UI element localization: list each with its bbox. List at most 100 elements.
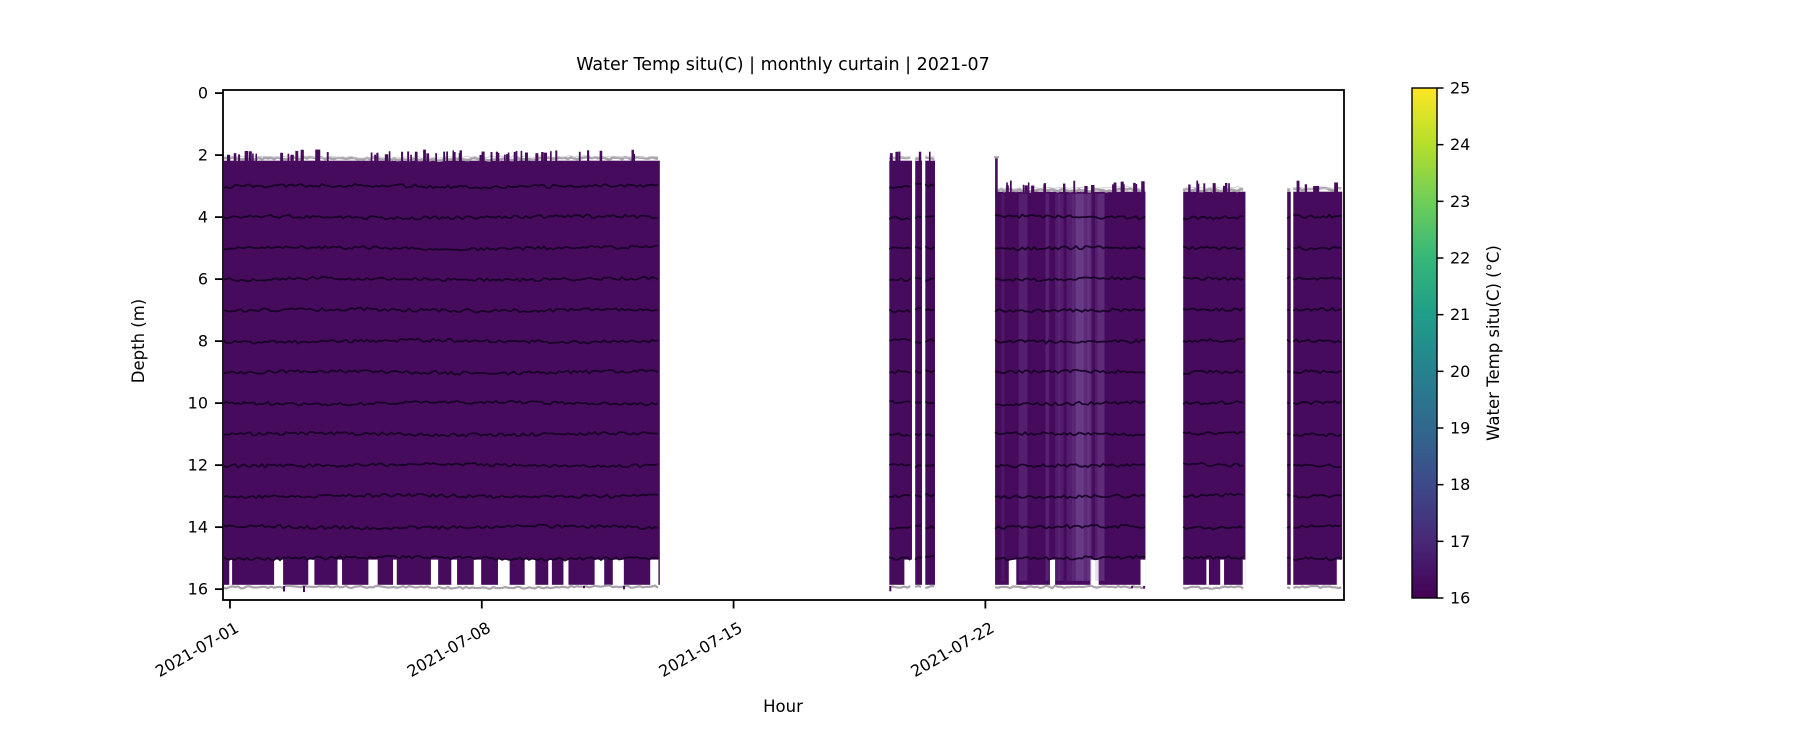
fringe-gap	[1242, 559, 1246, 586]
top-noise-spike	[1304, 184, 1308, 194]
sensor-trace-15m	[889, 556, 911, 561]
bottom-edge-trace	[1292, 584, 1342, 590]
sensor-trace-5m	[915, 246, 922, 251]
bottom-noise-tick	[889, 586, 892, 592]
bottom-noise-tick	[283, 586, 285, 592]
sensor-trace-6m	[915, 276, 922, 280]
top-noise-spike	[541, 152, 544, 163]
sensor-trace-11m	[914, 433, 922, 437]
colorbar	[1411, 87, 1438, 599]
sensor-trace-13m	[915, 494, 922, 499]
sensor-trace-11m	[925, 433, 935, 437]
sensor-trace-5m	[224, 244, 658, 252]
sensor-trace-13m	[1182, 492, 1244, 499]
top-noise-spike	[1084, 185, 1088, 194]
sensor-trace-10m	[224, 399, 659, 407]
y-axis-label: Depth (m)	[129, 299, 148, 383]
sensor-trace-15m	[224, 554, 659, 562]
bottom-edge-trace	[224, 584, 659, 590]
sensor-trace-8m	[924, 338, 935, 343]
top-edge-trace-light	[1287, 187, 1291, 190]
fringe-gap	[563, 559, 569, 586]
fringe-gap	[1336, 559, 1343, 586]
top-noise-spike	[374, 154, 377, 163]
top-noise-spike	[1188, 184, 1191, 194]
top-noise-spike	[426, 153, 430, 163]
top-noise-spike	[525, 152, 528, 163]
striation-band	[1097, 193, 1106, 581]
fringe-gap	[229, 559, 233, 586]
fringe-gap	[1220, 559, 1225, 586]
sensor-trace-13m	[224, 492, 659, 500]
top-noise-spike	[1203, 183, 1206, 194]
top-noise-spike	[504, 154, 506, 163]
y-tick-label: 2	[198, 146, 208, 165]
top-noise-spike	[550, 151, 552, 163]
sensor-trace-9m	[1293, 368, 1342, 375]
sensor-trace-6m	[1286, 275, 1291, 280]
fringe-gap	[393, 559, 397, 586]
curtain-body	[915, 160, 923, 559]
sensor-trace-11m	[994, 430, 1146, 437]
sensor-trace-7m	[224, 306, 659, 314]
top-noise-spike	[248, 151, 252, 163]
sensor-trace-5m	[888, 246, 911, 250]
sensor-trace-6m	[1293, 276, 1342, 281]
fringe-gap	[308, 559, 315, 586]
sensor-trace-6m	[925, 277, 935, 282]
striation-band	[1045, 193, 1049, 581]
colorbar-tick-label: 25	[1450, 79, 1470, 98]
top-noise-spike	[1141, 181, 1145, 194]
chart-title: Water Temp situ(C) | monthly curtain | 2…	[576, 55, 990, 75]
bottom-edge-trace	[994, 584, 1146, 590]
colorbar-tick-label: 24	[1450, 135, 1470, 154]
top-noise-spike	[535, 153, 539, 163]
sensor-trace-13m	[994, 493, 1146, 500]
striation-band	[1075, 193, 1082, 581]
fringe-gap	[274, 559, 284, 586]
sensor-trace-5m	[994, 244, 1146, 252]
sensor-trace-12m	[994, 462, 1146, 469]
top-noise-spike	[889, 153, 893, 163]
y-tick-label: 0	[198, 84, 208, 103]
sensor-trace-6m	[224, 275, 659, 283]
data-segment-block-5a	[1286, 187, 1291, 590]
x-tick-label: 2021-07-22	[907, 618, 997, 681]
top-noise-spike	[326, 152, 329, 163]
sensor-trace-10m	[889, 399, 911, 405]
top-noise-spike	[1027, 182, 1030, 194]
sensor-trace-14m	[925, 524, 935, 530]
sensor-trace-4m	[994, 213, 1146, 221]
striation-band	[1045, 193, 1050, 581]
bottom-noise-tick	[623, 586, 625, 590]
striation-band	[1071, 193, 1075, 581]
sensor-trace-14m	[224, 523, 659, 531]
bottom-edge-trace	[889, 585, 911, 589]
top-noise-spike	[599, 150, 603, 163]
sensor-trace-15m	[1292, 556, 1342, 562]
top-noise-spike	[295, 150, 299, 163]
top-noise-spike	[1224, 182, 1228, 194]
top-noise-spike	[435, 153, 438, 163]
sensor-trace-7m	[914, 306, 922, 311]
top-noise-spike	[255, 153, 258, 163]
sensor-trace-9m	[889, 369, 911, 375]
fringe-gap	[524, 559, 536, 586]
fringe-gap	[1090, 559, 1099, 586]
sensor-trace-4m	[1293, 213, 1342, 220]
sensor-trace-10m	[995, 400, 1146, 407]
top-noise-spike	[233, 153, 237, 163]
top-noise-spike	[1113, 182, 1117, 194]
top-noise-spike	[1073, 180, 1076, 194]
bottom-edge-trace	[1286, 586, 1291, 590]
colorbar-tick-label: 23	[1450, 192, 1470, 211]
top-noise-spike	[495, 151, 499, 163]
top-noise-spike	[1334, 182, 1338, 194]
fringe-gap	[337, 559, 343, 586]
data-segment-block-5b	[1292, 180, 1343, 590]
top-noise-spike	[1296, 180, 1300, 194]
sensor-trace-4m	[888, 215, 911, 221]
sensor-trace-7m	[1287, 308, 1291, 312]
x-tick-label: 2021-07-08	[404, 618, 494, 681]
sensor-trace-11m	[224, 430, 659, 438]
